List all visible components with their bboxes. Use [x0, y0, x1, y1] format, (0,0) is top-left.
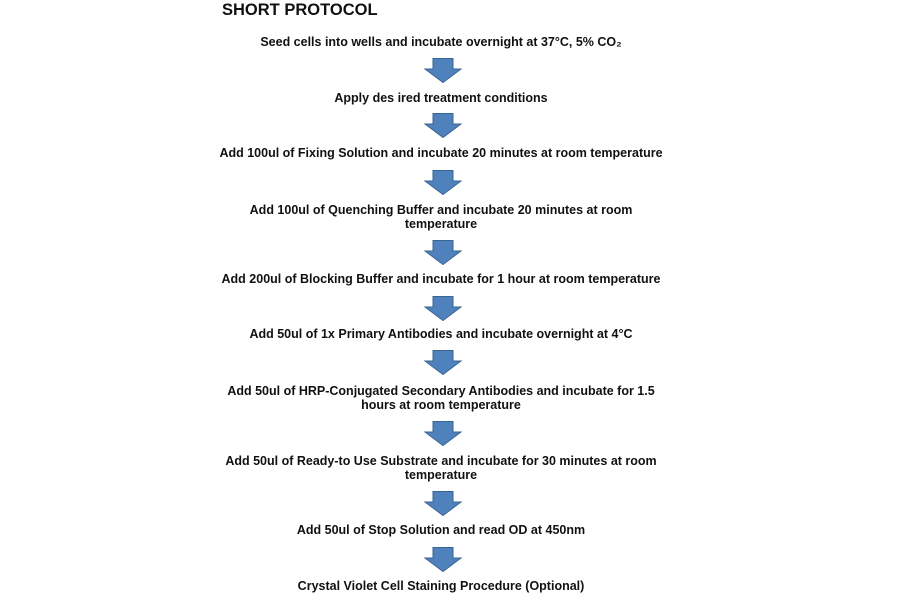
step-text-line: Apply des ired treatment conditions: [334, 91, 548, 105]
step-text-line: Add 50ul of Stop Solution and read OD at…: [296, 523, 586, 537]
protocol-step: Seed cells into wells and incubate overn…: [141, 35, 741, 49]
protocol-step: Add 50ul of Stop Solution and read OD at…: [141, 523, 741, 537]
down-arrow-icon: [424, 421, 462, 446]
down-arrow-icon: [424, 113, 462, 138]
step-text-line: hours at room temperature: [361, 398, 521, 412]
down-arrow-icon: [424, 547, 462, 572]
step-text-line: Add 200ul of Blocking Buffer and incubat…: [221, 272, 661, 286]
protocol-step: Crystal Violet Cell Staining Procedure (…: [141, 579, 741, 593]
step-text-line: Seed cells into wells and incubate overn…: [260, 35, 622, 49]
protocol-step: Apply des ired treatment conditions: [141, 91, 741, 105]
protocol-step: Add 200ul of Blocking Buffer and incubat…: [141, 272, 741, 286]
down-arrow-icon: [424, 491, 462, 516]
protocol-step: Add 100ul of Fixing Solution and incubat…: [141, 146, 741, 160]
page-title: SHORT PROTOCOL: [222, 1, 378, 19]
down-arrow-icon: [424, 350, 462, 375]
step-text-line: Crystal Violet Cell Staining Procedure (…: [297, 579, 585, 593]
step-text-line: Add 50ul of 1x Primary Antibodies and in…: [249, 327, 633, 341]
step-text-line: Add 100ul of Fixing Solution and incubat…: [219, 146, 663, 160]
step-text-line: temperature: [404, 468, 478, 482]
down-arrow-icon: [424, 58, 462, 83]
step-text-line: Add 50ul of Ready-to Use Substrate and i…: [225, 454, 657, 468]
step-text-line: Add 50ul of HRP-Conjugated Secondary Ant…: [227, 384, 655, 398]
protocol-step: Add 50ul of HRP-Conjugated Secondary Ant…: [141, 384, 741, 412]
step-text-line: Add 100ul of Quenching Buffer and incuba…: [249, 203, 633, 217]
down-arrow-icon: [424, 296, 462, 321]
down-arrow-icon: [424, 170, 462, 195]
step-text-line: temperature: [404, 217, 478, 231]
protocol-step: Add 50ul of Ready-to Use Substrate and i…: [141, 454, 741, 482]
down-arrow-icon: [424, 240, 462, 265]
protocol-step: Add 50ul of 1x Primary Antibodies and in…: [141, 327, 741, 341]
protocol-step: Add 100ul of Quenching Buffer and incuba…: [141, 203, 741, 231]
